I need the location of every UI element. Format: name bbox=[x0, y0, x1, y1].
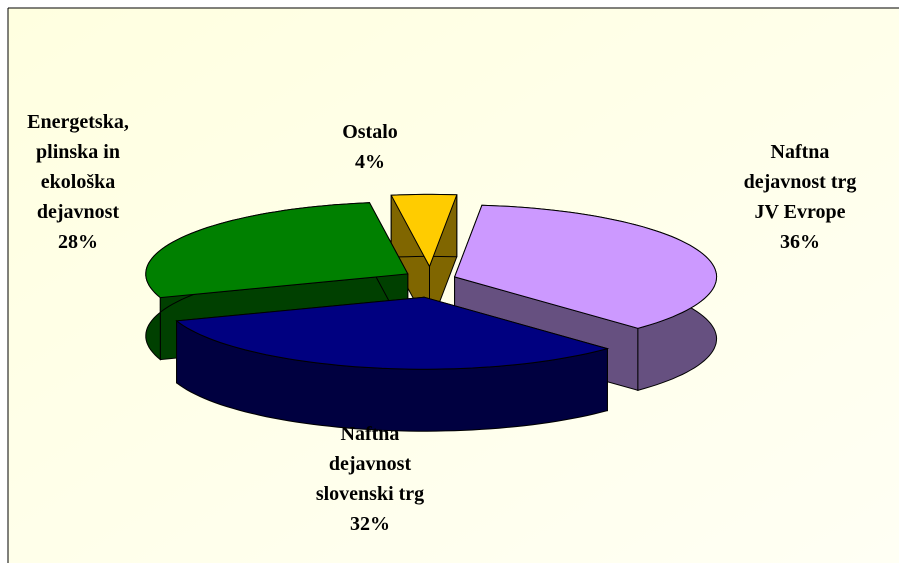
category-label: Energetska, plinska in ekološka dejavnost bbox=[27, 111, 129, 223]
value-label: 36% bbox=[780, 231, 820, 253]
slice bbox=[145, 202, 409, 299]
pie bbox=[145, 193, 718, 432]
value-label: 28% bbox=[58, 231, 98, 253]
slice bbox=[453, 204, 718, 329]
labels: Naftna dejavnost trg JV Evrope 36% Naftna dej… bbox=[27, 111, 856, 535]
value-label: 32% bbox=[350, 513, 390, 535]
slice bbox=[390, 193, 458, 268]
category-label: Naftna dejavnost slovenski trg bbox=[316, 423, 424, 505]
category-label: Ostalo bbox=[342, 121, 398, 143]
slice bbox=[175, 296, 610, 370]
plot-area bbox=[8, 8, 899, 563]
value-label: 4% bbox=[355, 151, 385, 173]
category-label: Naftna dejavnost trg JV Evrope bbox=[744, 141, 857, 223]
